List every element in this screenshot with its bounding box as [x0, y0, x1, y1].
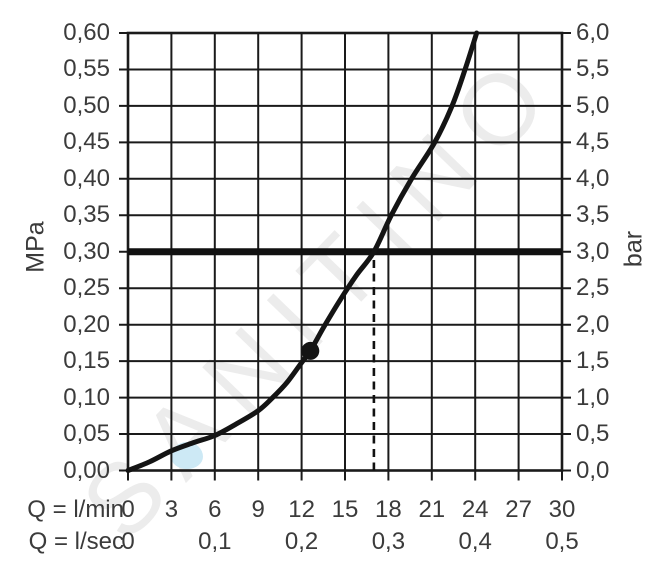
y-axis-right-unit-label: bar: [619, 230, 648, 268]
x-axis-lsec-label: Q = l/sec: [28, 528, 124, 555]
y-axis-left-unit-label: MPa: [21, 221, 50, 273]
x-axis-lmin-label: Q = l/min: [27, 496, 124, 523]
